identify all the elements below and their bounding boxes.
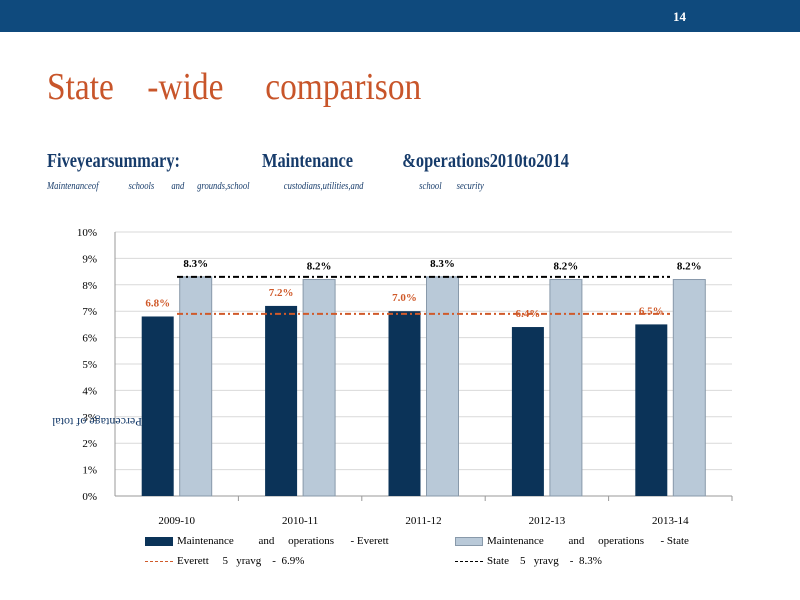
y-tick-label: 1% [82,465,97,477]
page-number: 14 [673,9,686,24]
bar-state [672,279,706,497]
x-tick-label: 2012-13 [529,515,566,527]
y-tick-label: 8% [82,280,97,292]
bar-everett [511,327,544,496]
bar-state [179,276,213,497]
bar-everett [635,324,668,496]
y-tick-label: 2% [82,438,97,450]
header-bar: 14 [0,0,800,32]
data-label-state: 8.3% [430,258,455,270]
data-label-everett: 7.0% [392,292,417,304]
slide-title: State -wide comparison [47,66,422,108]
bar-everett [388,311,421,496]
chart-subtitle: Fiveyearsummary: Maintenance &operations… [47,150,570,172]
data-label-state: 8.2% [307,261,332,273]
y-tick-label: 5% [82,359,97,371]
y-tick-label: 0% [82,491,97,503]
x-tick-label: 2009-10 [158,515,195,527]
data-label-everett: 6.8% [145,297,170,309]
y-tick-label: 3% [82,412,97,424]
x-tick-label: 2010-11 [282,515,318,527]
data-label-state: 8.3% [183,258,208,270]
data-label-everett: 6.5% [639,305,664,317]
bar-state [549,279,583,497]
y-tick-label: 10% [77,227,97,239]
chart-note: Maintenanceof schools and grounds,school… [47,180,484,192]
y-axis-label: Percentage of total [51,415,142,429]
data-label-state: 8.2% [677,261,702,273]
y-tick-label: 4% [82,385,97,397]
y-tick-label: 9% [82,253,97,265]
data-label-everett: 7.2% [269,287,294,299]
y-tick-label: 6% [82,333,97,345]
data-label-everett: 6.4% [516,308,541,320]
x-tick-label: 2013-14 [652,515,689,527]
bar-state [426,276,459,497]
bar-state [302,279,336,497]
y-tick-label: 7% [82,306,97,318]
bar-everett [141,316,174,496]
x-tick-label: 2011-12 [405,515,441,527]
data-label-state: 8.2% [554,261,579,273]
bar-everett [265,305,298,496]
